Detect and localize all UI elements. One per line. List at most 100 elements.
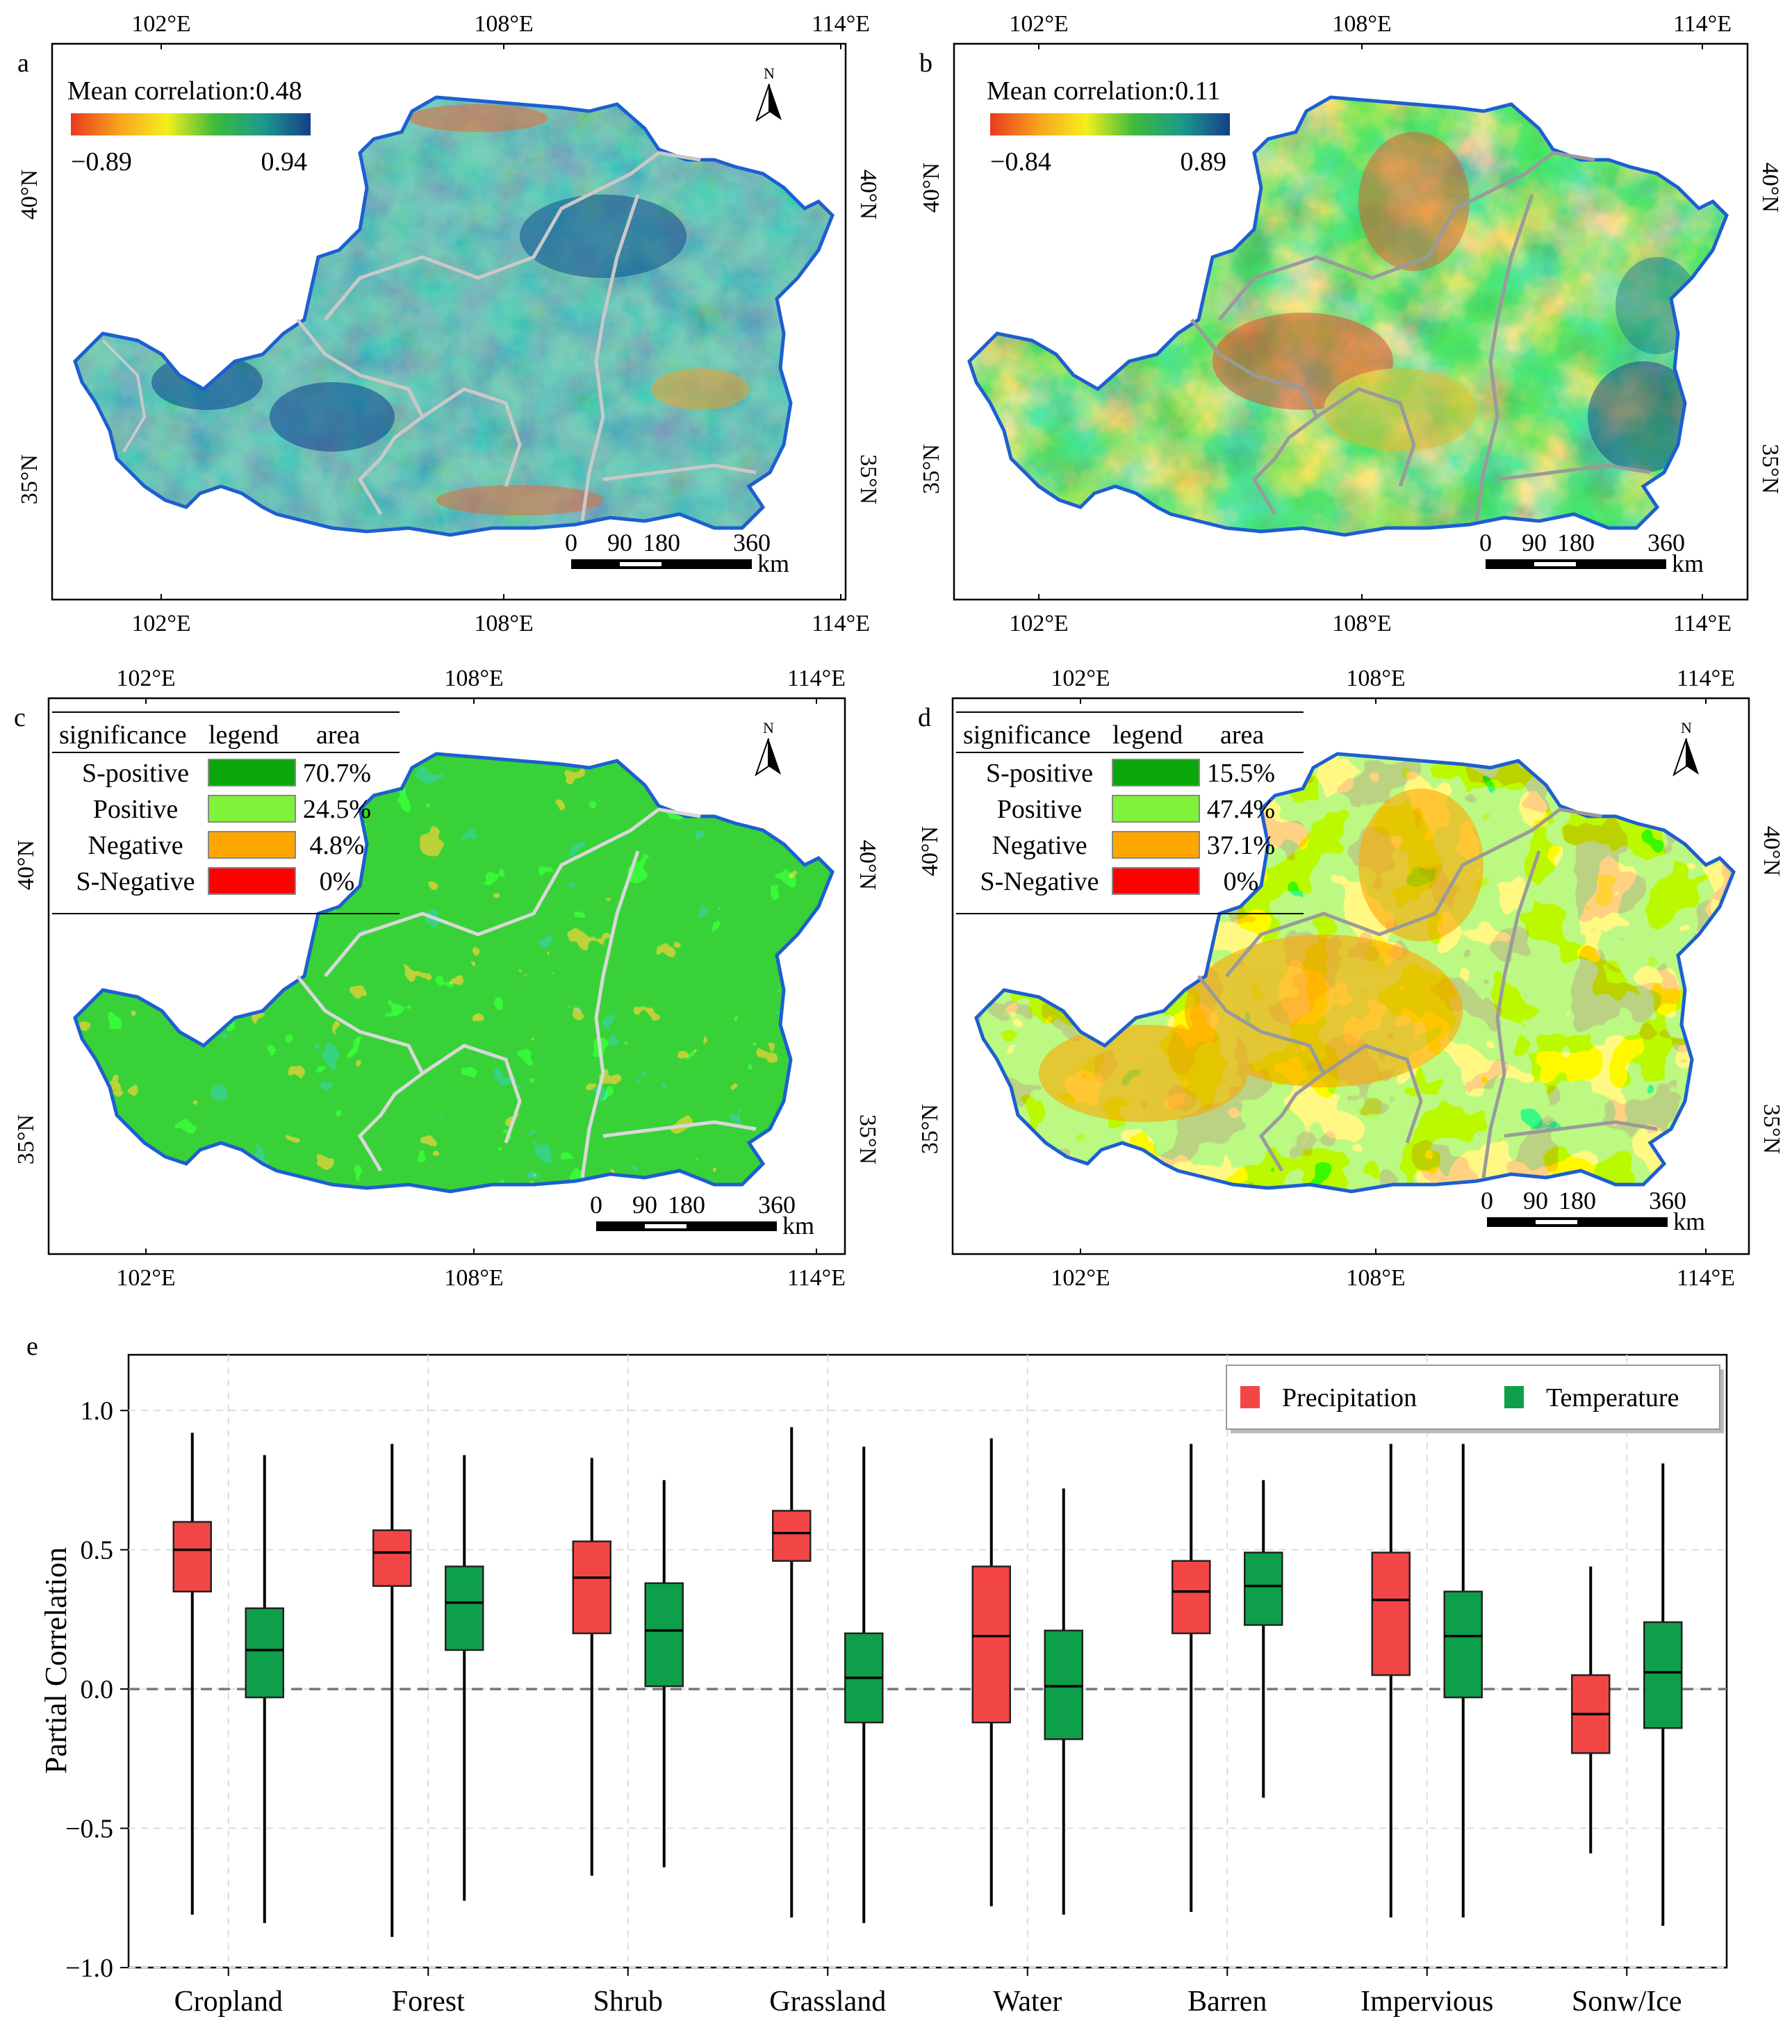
scale-label: 360 [758, 1191, 796, 1219]
box [1371, 1551, 1411, 1676]
legend-row-swatch [1112, 867, 1200, 895]
box-temperature-water [1044, 1488, 1083, 1915]
scale-label: 90 [632, 1191, 657, 1219]
lon-tick-top: 108°E [474, 11, 533, 37]
colorbar [71, 113, 311, 135]
y-tick-label: 0.5 [81, 1536, 114, 1565]
panel-d-letter: d [918, 703, 931, 732]
scale-unit: km [1672, 550, 1704, 577]
box-precipitation-shrub [572, 1458, 611, 1876]
legend-row-swatch [208, 867, 296, 895]
y-tick-label: −1.0 [65, 1954, 113, 1983]
legend-title: Mean correlation:0.48 [67, 76, 302, 106]
legend-box [1226, 1365, 1720, 1430]
panel-a-annotations: a 102°E 102°E 108°E 108°E 114°E 114°E 40°N 40°N 3… [17, 11, 881, 636]
lon-tick-top: 114°E [1677, 666, 1735, 691]
box [245, 1607, 284, 1699]
legend-header-significance: significance [963, 720, 1091, 750]
x-tick-label: Shrub [593, 1986, 663, 2018]
box-precipitation-impervious [1371, 1444, 1411, 1918]
x-tick-label: Barren [1187, 1986, 1267, 2018]
panel-c-annotations: c 102°E 102°E 108°E 108°E 114°E 114°E 40°N 40°N 3… [13, 666, 880, 1291]
panel-e-boxplot: e Partial Correlation 1.00.50.0−0.5−1.0 … [26, 1332, 1728, 2018]
lon-tick-top: 114°E [787, 666, 846, 691]
lon-tick-top: 114°E [1673, 11, 1732, 37]
lat-tick-left: 40°N [919, 163, 944, 213]
legend-label: Precipitation [1282, 1383, 1417, 1412]
legend-header-area: area [316, 720, 360, 750]
scale-label: 360 [733, 529, 771, 557]
box-temperature-grassland [844, 1447, 884, 1923]
box-temperature-shrub [644, 1480, 684, 1868]
lat-tick-left: 40°N [917, 826, 943, 876]
lat-tick-left: 35°N [919, 444, 944, 494]
lon-tick-bottom: 108°E [1332, 611, 1391, 636]
legend-row-label: S-positive [82, 759, 189, 788]
box [772, 1510, 812, 1562]
scale-bar-segment [620, 562, 661, 566]
scale-label: 180 [643, 529, 680, 557]
north-arrow-icon [1686, 739, 1699, 775]
x-tick-label: Impervious [1361, 1986, 1493, 2018]
scale-label: 0 [565, 529, 577, 557]
scale-bar-segment [645, 1224, 687, 1228]
colorbar [990, 113, 1230, 135]
x-tick-label: Water [993, 1986, 1062, 2018]
lon-tick-bottom: 114°E [812, 611, 870, 636]
y-tick-label: −0.5 [65, 1815, 113, 1844]
lon-tick-bottom: 114°E [787, 1265, 846, 1291]
scale-label: 180 [1557, 529, 1595, 557]
box-precipitation-sonwice [1571, 1566, 1611, 1854]
lat-tick-right: 40°N [1759, 826, 1784, 876]
legend-row-area: 0% [320, 867, 355, 896]
legend-row-label: S-Negative [76, 867, 195, 896]
y-tick-label: 0.0 [81, 1675, 114, 1704]
legend-swatch [1240, 1386, 1260, 1408]
panel-d-map [951, 697, 1750, 1255]
legend-row-swatch [208, 795, 296, 823]
box-precipitation-barren [1172, 1444, 1211, 1912]
panel-a-map [51, 42, 847, 601]
colorbar-max: 0.94 [261, 147, 308, 176]
legend-title: Mean correlation:0.11 [987, 76, 1220, 106]
scale-bar-segment [1536, 1220, 1577, 1224]
x-tick-label: Forest [392, 1986, 465, 2018]
legend-row-area: 4.8% [309, 831, 364, 860]
lon-tick-bottom: 114°E [1677, 1265, 1735, 1291]
box [971, 1565, 1011, 1724]
panel-b-annotations: b 102°E 102°E 108°E 108°E 114°E 114°E 40°N 40°N 3… [919, 11, 1783, 636]
scale-label: 90 [607, 529, 632, 557]
lat-tick-left: 35°N [17, 454, 42, 504]
box-temperature-barren [1244, 1480, 1283, 1798]
panel-c-map [47, 697, 846, 1255]
box-precipitation-cropland [172, 1433, 212, 1915]
lat-tick-left: 40°N [17, 170, 42, 220]
box-marks [172, 1427, 1683, 1937]
x-tick-label: Sonw/Ice [1572, 1986, 1682, 2018]
legend-row-swatch [1112, 759, 1200, 786]
lat-tick-right: 40°N [1757, 163, 1783, 213]
box-temperature-forest [445, 1455, 484, 1901]
lon-tick-bottom: 108°E [474, 611, 533, 636]
north-label: N [764, 65, 775, 82]
lat-tick-left: 40°N [13, 840, 39, 890]
legend-row-swatch [208, 759, 296, 786]
box-precipitation-forest [372, 1444, 412, 1937]
x-axis-ticks: Cropland Forest Shrub Grassland Water Barren I… [174, 1968, 1682, 2018]
lat-tick-right: 35°N [1759, 1104, 1784, 1154]
box-temperature-sonwice [1643, 1463, 1683, 1926]
north-arrow-icon [769, 84, 782, 120]
box [372, 1529, 412, 1588]
lat-tick-right: 40°N [855, 170, 881, 220]
legend-label: Temperature [1546, 1383, 1679, 1412]
box [644, 1582, 684, 1688]
scale-label: 0 [590, 1191, 602, 1219]
scale-label: 360 [1647, 529, 1685, 557]
legend: Precipitation Temperature [1226, 1365, 1724, 1433]
legend-header-legend: legend [1112, 720, 1183, 750]
scale-label: 360 [1649, 1187, 1686, 1214]
boxplot-frame [127, 1353, 1728, 1969]
lat-tick-right: 40°N [855, 840, 880, 890]
scale-label: 90 [1522, 529, 1547, 557]
